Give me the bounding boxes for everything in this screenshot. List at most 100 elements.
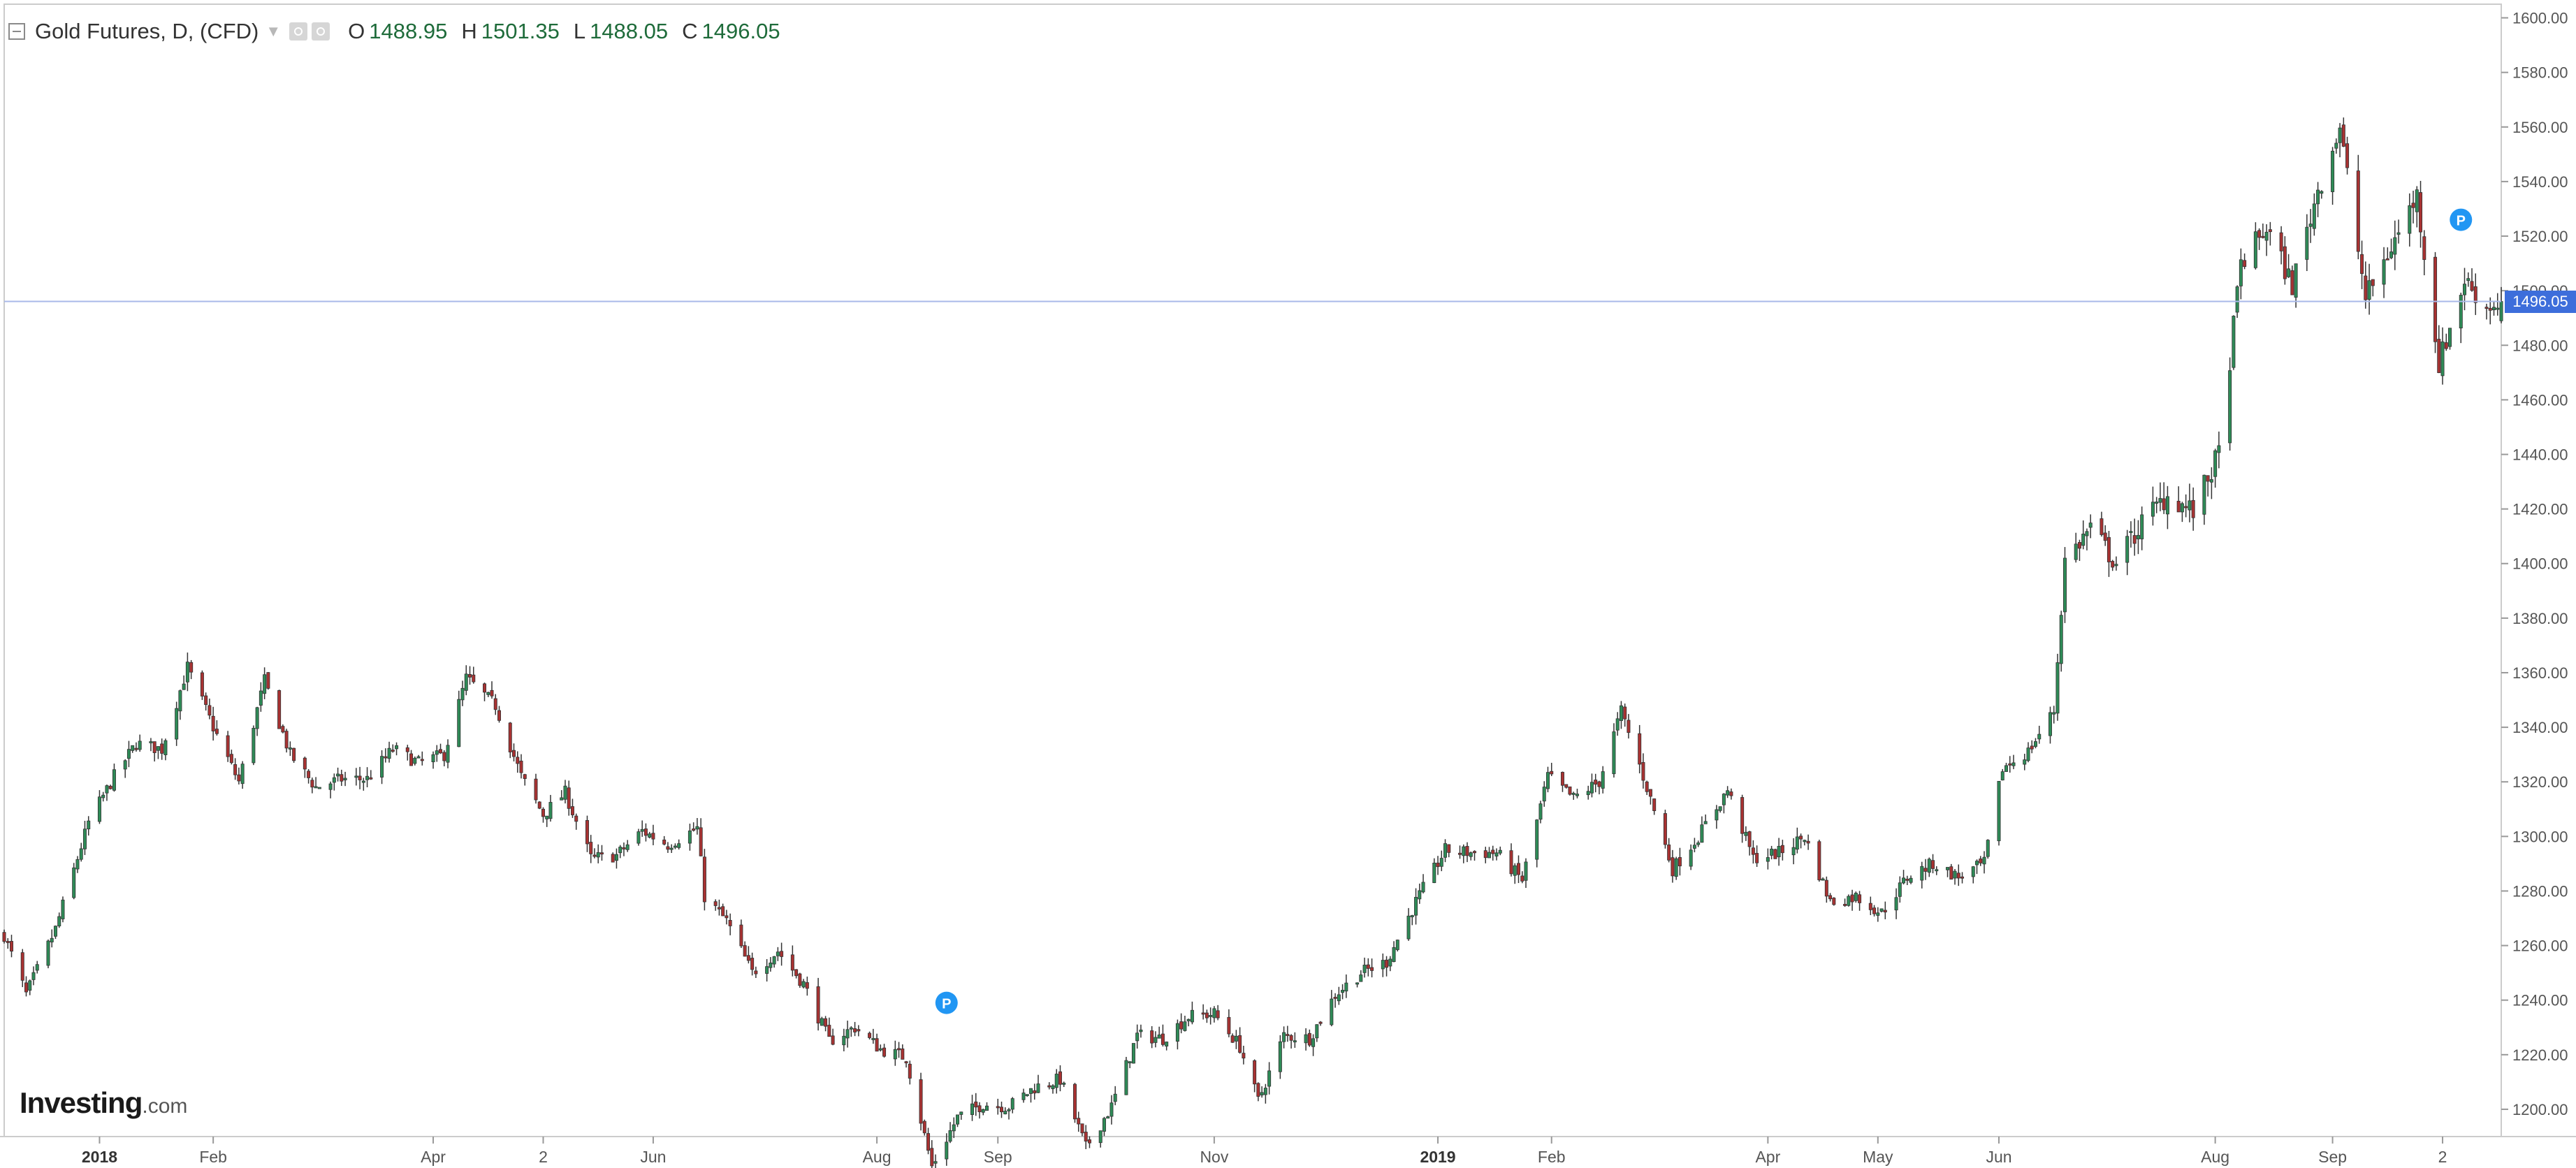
candle-body bbox=[1054, 1074, 1058, 1088]
candle-body bbox=[1879, 908, 1884, 912]
candle-body bbox=[1898, 882, 1902, 897]
candle-body bbox=[643, 828, 648, 836]
visibility-icon[interactable] bbox=[289, 22, 308, 41]
candle-body bbox=[2261, 235, 2265, 238]
candle-body bbox=[9, 941, 13, 952]
candle-body bbox=[640, 828, 644, 832]
candle-body bbox=[1740, 797, 1745, 834]
candle-body bbox=[1201, 1012, 1205, 1015]
candle-body bbox=[387, 747, 391, 759]
candle-body bbox=[2239, 259, 2243, 286]
candle-body bbox=[57, 916, 61, 926]
ohlc-high: H 1501.35 bbox=[461, 19, 560, 43]
candle-body bbox=[922, 1120, 926, 1134]
candle-body bbox=[1920, 866, 1924, 881]
x-axis-tick-label: Jun bbox=[640, 1148, 666, 1166]
candle-body bbox=[765, 966, 769, 974]
y-axis-tick-label: 1260.00 bbox=[2512, 937, 2568, 955]
candle-body bbox=[897, 1048, 901, 1051]
candle-body bbox=[1773, 849, 1777, 859]
y-axis-tick-label: 1460.00 bbox=[2512, 391, 2568, 409]
candle-body bbox=[409, 753, 414, 766]
candle-body bbox=[780, 951, 784, 957]
candle-body bbox=[1289, 1035, 1293, 1041]
candle-body bbox=[332, 777, 336, 783]
candle-body bbox=[1304, 1034, 1308, 1044]
candle-body bbox=[1458, 852, 1462, 855]
event-marker-icon bbox=[2450, 208, 2473, 231]
candle-body bbox=[1703, 821, 1708, 824]
x-axis-tick-label: 2019 bbox=[1420, 1148, 1455, 1166]
candle-body bbox=[1692, 845, 1696, 849]
candle-body bbox=[798, 973, 802, 986]
logo-name: Investing bbox=[20, 1086, 143, 1119]
candle-body bbox=[2294, 263, 2298, 298]
candle-body bbox=[2320, 191, 2324, 194]
candle-body bbox=[636, 831, 641, 844]
candle-body bbox=[1594, 780, 1598, 785]
candle-body bbox=[2408, 205, 2412, 234]
candle-body bbox=[754, 970, 758, 974]
candle-body bbox=[2033, 741, 2037, 747]
collapse-legend-icon[interactable] bbox=[8, 23, 25, 40]
candle-body bbox=[816, 986, 820, 1024]
candle-body bbox=[2106, 536, 2111, 562]
candle-body bbox=[868, 1032, 872, 1038]
candle-body bbox=[959, 1111, 963, 1115]
candle-body bbox=[695, 826, 699, 830]
candle-body bbox=[108, 785, 112, 789]
candle-body bbox=[112, 769, 116, 791]
x-axis-tick-label: 2 bbox=[539, 1148, 548, 1166]
candle-body bbox=[1516, 863, 1520, 875]
candle-body bbox=[226, 735, 230, 757]
candle-body bbox=[240, 764, 245, 784]
candle-body bbox=[138, 740, 142, 750]
candle-body bbox=[1997, 780, 2001, 842]
candle-body bbox=[952, 1124, 956, 1132]
candle-body bbox=[1648, 789, 1652, 797]
candle-body bbox=[2415, 189, 2419, 212]
candle-body bbox=[2440, 341, 2445, 377]
investing-logo[interactable]: Investing.com bbox=[20, 1086, 187, 1120]
candle-body bbox=[930, 1148, 934, 1167]
candle-body bbox=[1520, 875, 1525, 882]
candle-body bbox=[1615, 718, 1620, 731]
candle-body bbox=[599, 852, 604, 855]
candle-body bbox=[842, 1035, 846, 1046]
candle-body bbox=[1806, 840, 1810, 844]
candle-body bbox=[728, 919, 732, 926]
candle-body bbox=[560, 797, 564, 801]
y-axis-tick-label: 1240.00 bbox=[2512, 992, 2568, 1009]
candle-body bbox=[827, 1025, 831, 1037]
y-axis-tick-label: 1420.00 bbox=[2512, 501, 2568, 518]
candle-body bbox=[1315, 1024, 1319, 1039]
candle-body bbox=[1135, 1032, 1140, 1042]
x-axis-tick-label: Nov bbox=[1200, 1148, 1228, 1166]
candle-body bbox=[1803, 840, 1807, 842]
chevron-down-icon[interactable]: ▼ bbox=[265, 22, 282, 40]
candle-body bbox=[725, 915, 729, 919]
candle-body bbox=[2132, 535, 2137, 544]
candle-body bbox=[1751, 847, 1755, 855]
candle-body bbox=[101, 794, 105, 798]
candle-body bbox=[1729, 791, 1733, 796]
settings-icon[interactable] bbox=[312, 22, 330, 41]
candle-body bbox=[893, 1049, 897, 1060]
candle-body bbox=[746, 955, 750, 961]
candle-body bbox=[1469, 852, 1473, 857]
candle-body bbox=[904, 1061, 908, 1064]
candle-body bbox=[1058, 1071, 1062, 1085]
x-axis-tick-label: Feb bbox=[1538, 1148, 1566, 1166]
candle-body bbox=[380, 756, 384, 778]
candle-body bbox=[160, 743, 164, 754]
candle-body bbox=[336, 773, 340, 777]
candle-body bbox=[317, 787, 321, 789]
candle-body bbox=[882, 1047, 887, 1057]
candle-body bbox=[845, 1029, 850, 1039]
candle-body bbox=[1359, 974, 1363, 982]
candle-body bbox=[2411, 203, 2415, 208]
candle-body bbox=[1645, 781, 1649, 792]
candle-body bbox=[824, 1018, 828, 1027]
